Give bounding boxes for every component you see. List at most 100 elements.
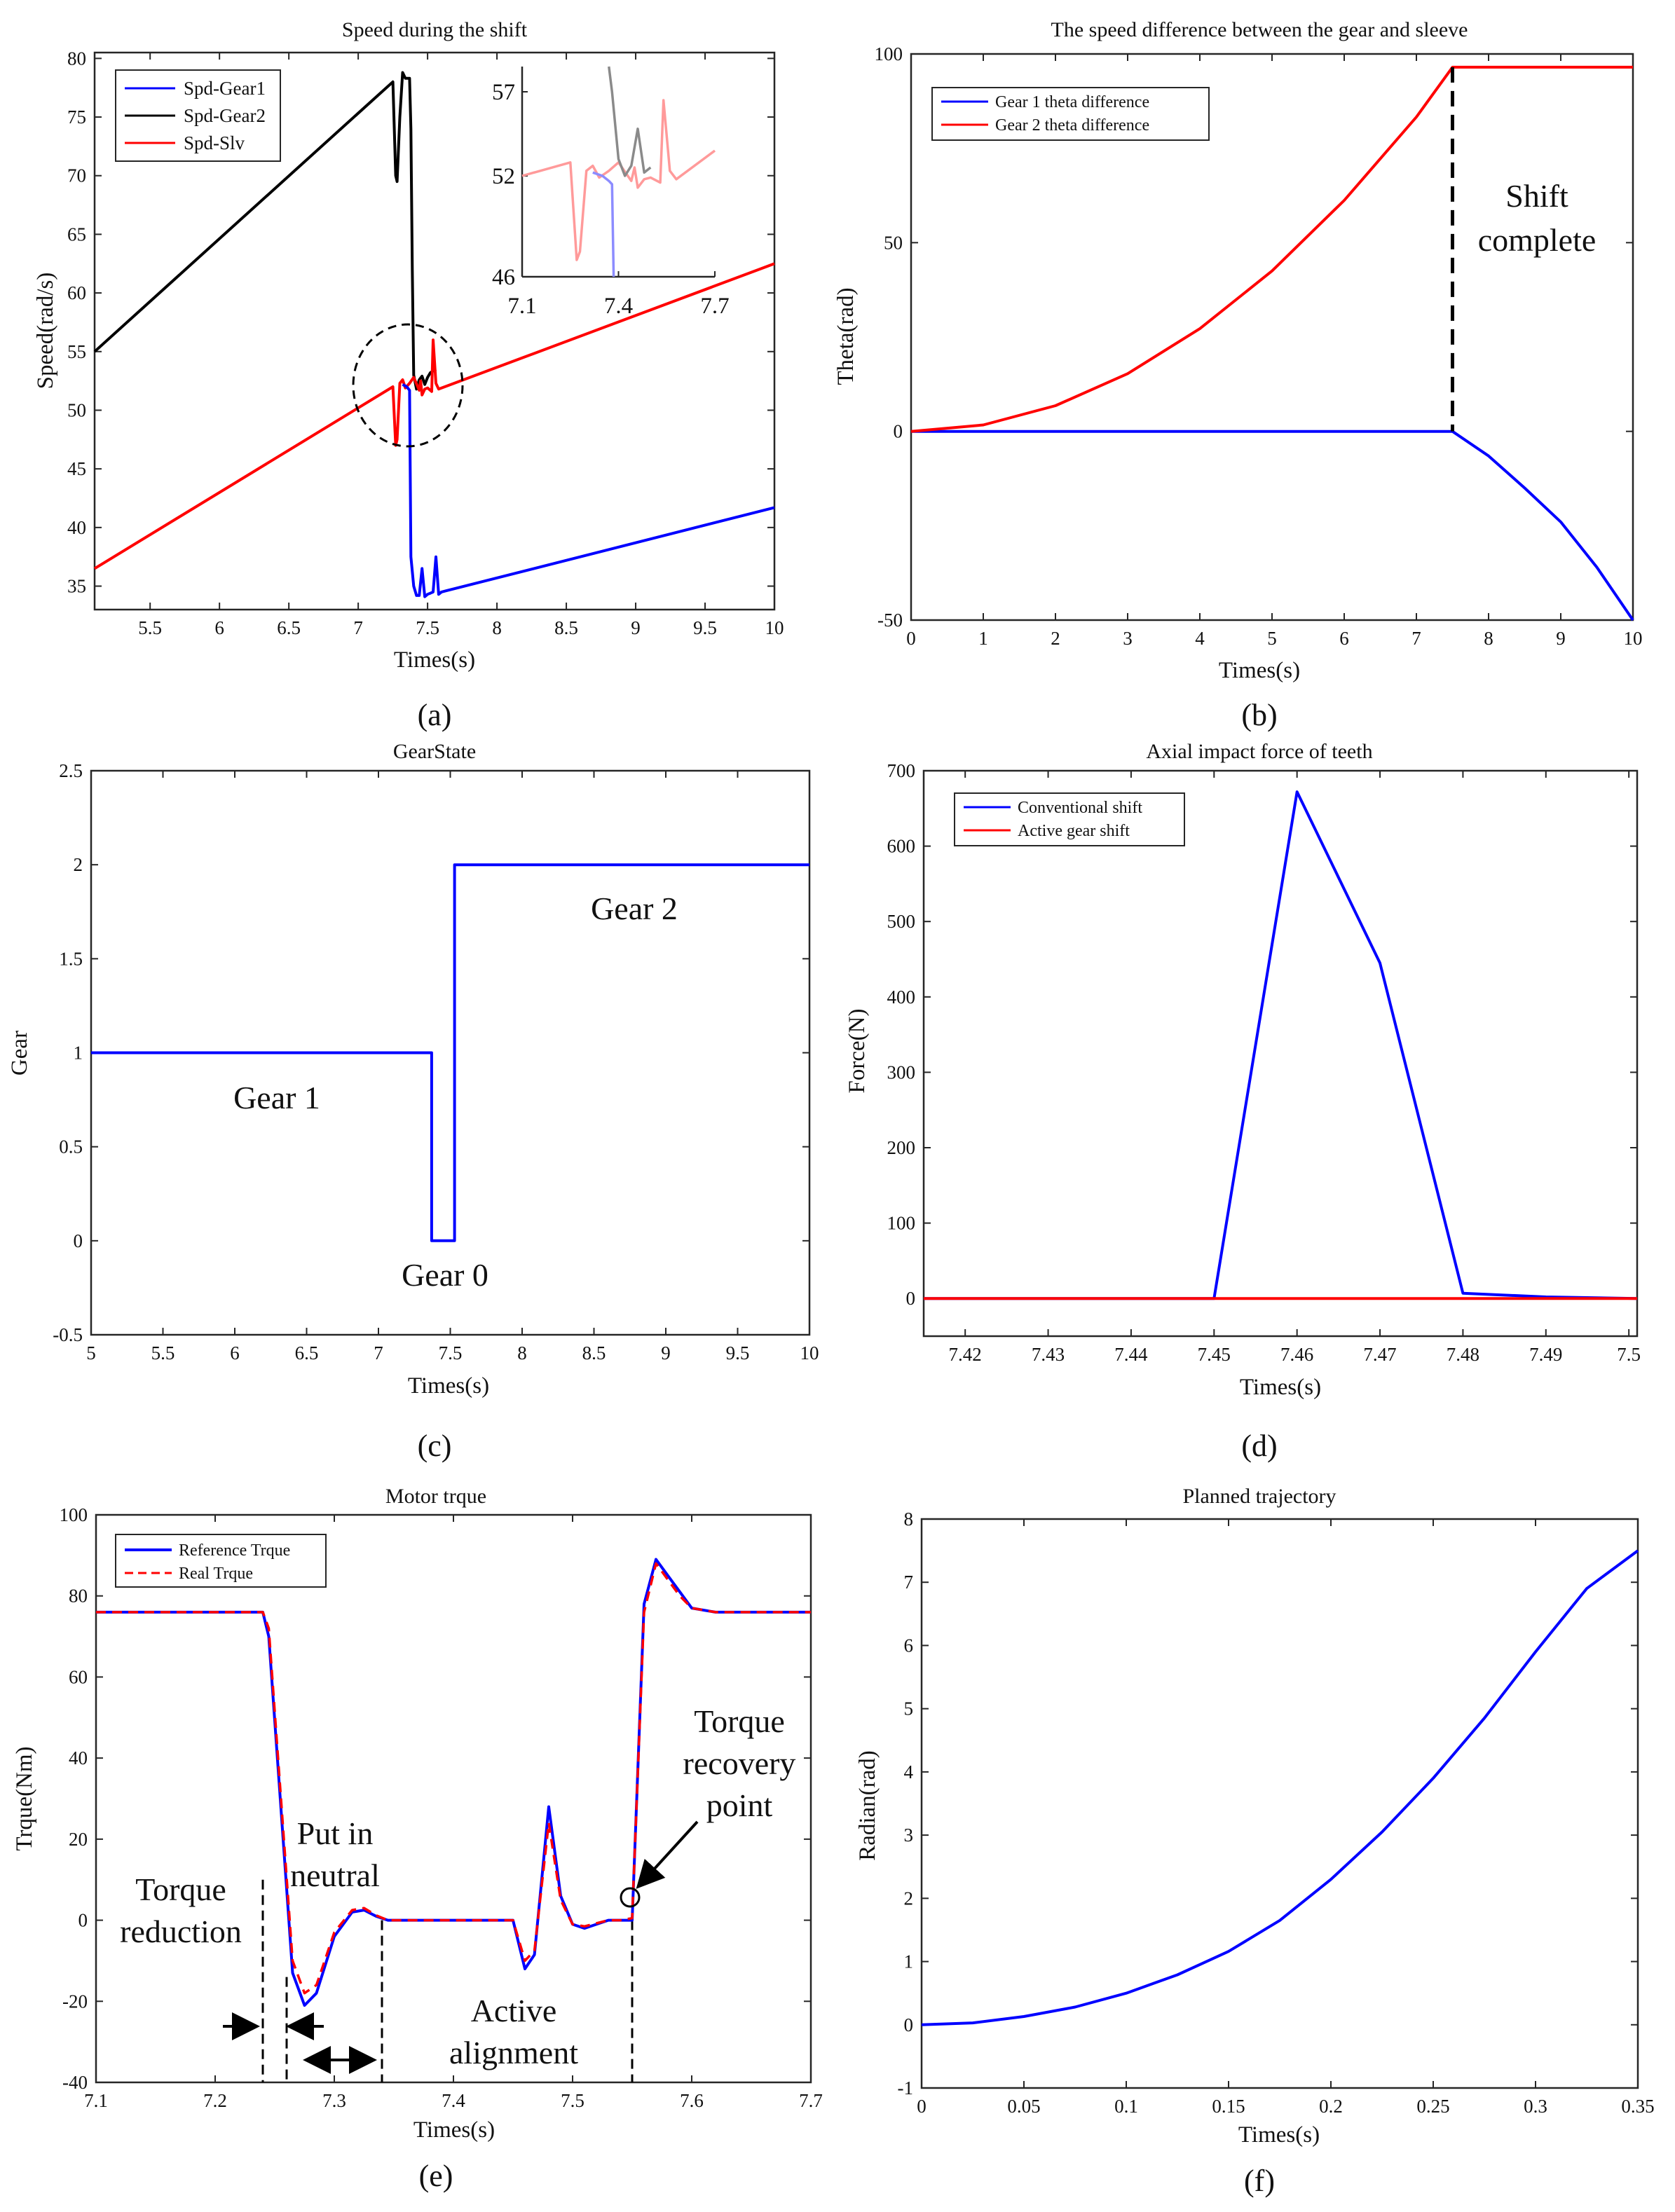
y-tick-label: 20	[69, 1829, 88, 1850]
y-tick-label: 1.5	[59, 948, 83, 969]
y-axis: -1 0 1 2 3 4 5 6 7 8	[898, 1509, 1638, 2098]
y-tick-label: 0	[894, 421, 903, 442]
y-tick-label: 40	[67, 517, 86, 538]
x-axis-label: Times(s)	[413, 2117, 495, 2143]
recovery-point-circle	[620, 1887, 641, 1908]
legend-label: Spd-Gear1	[184, 78, 266, 99]
legend: Spd-Gear1 Spd-Gear2 Spd-Slv	[115, 69, 281, 162]
y-tick-label: 2	[74, 854, 83, 875]
y-tick-label: 50	[67, 399, 86, 420]
y-axis-label: Force(N)	[845, 1009, 870, 1094]
inset-x-tick-label: 7.1	[507, 294, 536, 319]
x-tick-label: 0.35	[1621, 2096, 1654, 2117]
x-tick-label: 7.46	[1280, 1344, 1313, 1365]
x-axis: 0 0.05 0.1 0.15 0.2 0.25 0.3 0.35	[917, 1519, 1655, 2117]
x-tick-label: 9.5	[693, 617, 717, 638]
inset-series-spd-slv	[521, 99, 716, 261]
y-tick-label: 40	[69, 1747, 88, 1768]
annotation: Active	[471, 1993, 557, 2028]
x-tick-label: 5.5	[151, 1342, 175, 1363]
x-axis-label: Times(s)	[1238, 2122, 1320, 2148]
x-axis-label: Times(s)	[408, 1373, 489, 1399]
x-tick-label: 9.5	[726, 1342, 750, 1363]
y-tick-label: 70	[67, 165, 86, 186]
x-tick-label: 7.7	[799, 2090, 823, 2111]
inset-series-lines	[521, 66, 716, 277]
annotation: Shift	[1505, 178, 1568, 214]
series-lines	[910, 65, 1634, 621]
x-tick-label: 8	[517, 1342, 527, 1363]
x-tick-label: 7.45	[1198, 1344, 1231, 1365]
legend-label: Gear 2 theta difference	[995, 116, 1149, 135]
caption: (d)	[1241, 1429, 1277, 1463]
y-tick-label: 100	[875, 43, 903, 64]
y-tick-label: 80	[67, 48, 86, 69]
x-tick-label: 7.5	[416, 617, 439, 638]
annotation: recovery	[683, 1745, 796, 1781]
caption: (e)	[419, 2159, 453, 2193]
x-tick-label: 10	[800, 1342, 819, 1363]
x-tick-label: 7	[353, 617, 363, 638]
plot-frame	[922, 769, 1639, 1338]
x-tick-label: 7.5	[561, 2090, 584, 2111]
title: Speed during the shift	[342, 18, 528, 41]
inset-y-tick-label: 46	[492, 265, 515, 290]
series-lines	[93, 71, 775, 598]
plot-frame	[920, 1518, 1639, 2089]
legend-label: Conventional shift	[1018, 799, 1142, 817]
y-tick-label: 3	[904, 1825, 914, 1846]
x-tick-label: 9	[631, 617, 641, 638]
x-tick-label: 7.43	[1032, 1344, 1065, 1365]
y-tick-label: 2	[904, 1888, 914, 1909]
x-tick-label: 0.3	[1524, 2096, 1547, 2117]
annotation: Put in	[297, 1815, 374, 1851]
y-tick-label: 55	[67, 341, 86, 362]
x-tick-label: 6	[230, 1342, 240, 1363]
inset-axes: 7.1 7.4 7.7 46 52 57	[492, 80, 730, 319]
series-lines	[96, 1558, 811, 2007]
series-lines	[924, 790, 1638, 1300]
x-tick-label: 8.5	[582, 1342, 606, 1363]
x-tick-label: 7	[1411, 628, 1421, 649]
x-tick-label: 8.5	[554, 617, 578, 638]
inset-x-tick-label: 7.7	[700, 294, 729, 319]
x-tick-label: 7.47	[1363, 1344, 1396, 1365]
series-lines	[921, 1549, 1639, 2026]
y-tick-label: 8	[904, 1509, 914, 1530]
y-tick-label: -1	[898, 2077, 914, 2098]
x-tick-label: 7.44	[1114, 1344, 1148, 1365]
y-axis: 35 40 45 50 55 60 65 70 75 80	[67, 48, 774, 597]
y-tick-label: 60	[67, 282, 86, 303]
title: GearState	[393, 740, 476, 763]
annotation: Torque	[694, 1703, 785, 1739]
x-tick-label: 0.1	[1114, 2096, 1138, 2117]
legend-label: Spd-Slv	[184, 132, 245, 153]
legend: Reference Trque Real Trque	[115, 1534, 327, 1588]
caption: (b)	[1241, 698, 1277, 732]
y-tick-label: 0	[74, 1230, 83, 1251]
x-tick-label: 4	[1195, 628, 1205, 649]
x-axis: 5.5 6 6.5 7 7.5 8 8.5 9 9.5 10	[138, 53, 784, 638]
y-tick-label: 4	[904, 1761, 914, 1782]
legend: Conventional shift Active gear shift	[954, 792, 1185, 846]
y-tick-label: 0.5	[59, 1136, 83, 1157]
y-axis: -40 -20 0 20 40 60 80 100	[60, 1504, 811, 2093]
x-tick-label: 5	[86, 1342, 96, 1363]
x-tick-label: 0.25	[1416, 2096, 1449, 2117]
series-gear-2-theta-difference	[910, 65, 1633, 433]
x-tick-label: 5.5	[138, 617, 162, 638]
y-tick-label: 300	[887, 1062, 916, 1083]
y-tick-label: 0	[906, 1288, 916, 1309]
annotation: neutral	[290, 1857, 380, 1893]
series-real-trque	[96, 1562, 811, 1995]
x-tick-label: 2	[1051, 628, 1060, 649]
x-tick-label: 6	[1339, 628, 1349, 649]
series-gear-1-theta-difference	[911, 430, 1634, 621]
inset-series-spd-gear2	[608, 66, 652, 177]
legend-label: Spd-Gear2	[184, 105, 266, 126]
annotation: point	[706, 1787, 773, 1823]
x-tick-label: 5	[1267, 628, 1277, 649]
x-axis: 5 5.5 6 6.5 7 7.5 8 8.5 9 9.5 10	[86, 771, 819, 1363]
x-tick-label: 7.1	[84, 2090, 108, 2111]
